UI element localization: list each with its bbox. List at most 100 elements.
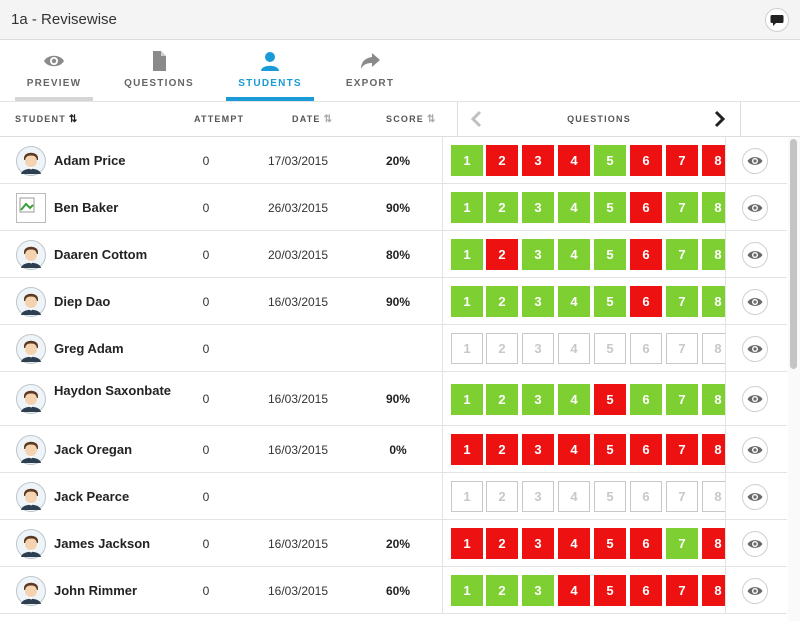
student-name[interactable]: Ben Baker — [54, 200, 119, 215]
question-result-box[interactable]: 1 — [451, 145, 483, 176]
question-result-box[interactable]: 6 — [630, 145, 662, 176]
chevron-right-icon[interactable] — [712, 110, 726, 128]
date-column-header[interactable]: DATE ⇅ — [292, 114, 332, 125]
question-result-box[interactable]: 8 — [702, 239, 725, 270]
question-result-box[interactable]: 1 — [451, 286, 483, 317]
tab-preview[interactable]: PREVIEW — [15, 41, 93, 101]
view-student-button[interactable] — [742, 436, 768, 463]
student-name[interactable]: John Rimmer — [54, 583, 138, 598]
view-student-button[interactable] — [742, 530, 768, 557]
tab-students[interactable]: STUDENTS — [226, 41, 314, 101]
question-result-box[interactable]: 4 — [558, 286, 590, 317]
question-result-box[interactable]: 3 — [522, 528, 554, 559]
student-name[interactable]: Adam Price — [54, 153, 126, 168]
question-result-box[interactable]: 1 — [451, 434, 483, 465]
question-result-box[interactable]: 8 — [702, 333, 725, 364]
question-result-box[interactable]: 4 — [558, 333, 590, 364]
view-student-button[interactable] — [742, 577, 768, 604]
question-result-box[interactable]: 5 — [594, 575, 626, 606]
question-result-box[interactable]: 2 — [486, 481, 518, 512]
question-result-box[interactable]: 5 — [594, 383, 626, 415]
question-result-box[interactable]: 7 — [666, 434, 698, 465]
question-result-box[interactable]: 5 — [594, 528, 626, 559]
question-result-box[interactable]: 2 — [486, 575, 518, 606]
question-result-box[interactable]: 8 — [702, 383, 725, 415]
question-result-box[interactable]: 5 — [594, 481, 626, 512]
question-result-box[interactable]: 2 — [486, 239, 518, 270]
view-student-button[interactable] — [742, 147, 768, 174]
question-result-box[interactable]: 2 — [486, 192, 518, 223]
question-result-box[interactable]: 8 — [702, 286, 725, 317]
question-result-box[interactable]: 5 — [594, 192, 626, 223]
question-result-box[interactable]: 1 — [451, 239, 483, 270]
view-student-button[interactable] — [742, 483, 768, 510]
tab-questions[interactable]: QUESTIONS — [118, 41, 200, 101]
question-result-box[interactable]: 6 — [630, 575, 662, 606]
question-result-box[interactable]: 3 — [522, 481, 554, 512]
question-result-box[interactable]: 7 — [666, 481, 698, 512]
question-result-box[interactable]: 7 — [666, 192, 698, 223]
question-result-box[interactable]: 1 — [451, 575, 483, 606]
question-result-box[interactable]: 4 — [558, 575, 590, 606]
question-result-box[interactable]: 2 — [486, 528, 518, 559]
question-result-box[interactable]: 3 — [522, 383, 554, 415]
chevron-left-icon[interactable] — [470, 110, 484, 128]
chat-button[interactable] — [765, 8, 789, 32]
question-result-box[interactable]: 5 — [594, 434, 626, 465]
question-result-box[interactable]: 8 — [702, 145, 725, 176]
question-result-box[interactable]: 7 — [666, 575, 698, 606]
scrollbar-thumb[interactable] — [790, 139, 797, 369]
question-result-box[interactable]: 4 — [558, 239, 590, 270]
question-result-box[interactable]: 1 — [451, 333, 483, 364]
student-name[interactable]: Jack Oregan — [54, 442, 133, 457]
question-result-box[interactable]: 6 — [630, 481, 662, 512]
question-result-box[interactable]: 5 — [594, 239, 626, 270]
question-result-box[interactable]: 8 — [702, 575, 725, 606]
question-result-box[interactable]: 6 — [630, 239, 662, 270]
question-result-box[interactable]: 2 — [486, 286, 518, 317]
view-student-button[interactable] — [742, 335, 768, 362]
question-result-box[interactable]: 8 — [702, 528, 725, 559]
question-result-box[interactable]: 6 — [630, 286, 662, 317]
question-result-box[interactable]: 4 — [558, 145, 590, 176]
question-result-box[interactable]: 1 — [451, 481, 483, 512]
view-student-button[interactable] — [742, 241, 768, 268]
student-name[interactable]: Daaren Cottom — [54, 247, 148, 262]
question-result-box[interactable]: 7 — [666, 333, 698, 364]
question-result-box[interactable]: 7 — [666, 528, 698, 559]
question-result-box[interactable]: 7 — [666, 239, 698, 270]
score-column-header[interactable]: SCORE ⇅ — [386, 114, 435, 125]
student-name[interactable]: James Jackson — [54, 536, 151, 551]
question-result-box[interactable]: 7 — [666, 145, 698, 176]
student-name[interactable]: Haydon Saxonbate — [54, 383, 172, 398]
student-column-header[interactable]: STUDENT ⇅ — [15, 114, 77, 125]
question-result-box[interactable]: 6 — [630, 528, 662, 559]
question-result-box[interactable]: 2 — [486, 333, 518, 364]
view-student-button[interactable] — [742, 194, 768, 221]
question-result-box[interactable]: 3 — [522, 333, 554, 364]
question-result-box[interactable]: 2 — [486, 434, 518, 465]
question-result-box[interactable]: 1 — [451, 528, 483, 559]
question-result-box[interactable]: 3 — [522, 575, 554, 606]
question-result-box[interactable]: 6 — [630, 192, 662, 223]
question-result-box[interactable]: 2 — [486, 145, 518, 176]
question-result-box[interactable]: 5 — [594, 333, 626, 364]
question-result-box[interactable]: 7 — [666, 286, 698, 317]
question-result-box[interactable]: 5 — [594, 286, 626, 317]
question-result-box[interactable]: 6 — [630, 333, 662, 364]
student-name[interactable]: Diep Dao — [54, 294, 111, 309]
question-result-box[interactable]: 4 — [558, 528, 590, 559]
question-result-box[interactable]: 8 — [702, 192, 725, 223]
question-result-box[interactable]: 1 — [451, 383, 483, 415]
question-result-box[interactable]: 2 — [486, 383, 518, 415]
view-student-button[interactable] — [742, 288, 768, 315]
question-result-box[interactable]: 3 — [522, 192, 554, 223]
scrollbar[interactable] — [788, 137, 800, 621]
question-result-box[interactable]: 3 — [522, 239, 554, 270]
question-result-box[interactable]: 3 — [522, 434, 554, 465]
question-result-box[interactable]: 1 — [451, 192, 483, 223]
student-name[interactable]: Greg Adam — [54, 341, 124, 356]
question-result-box[interactable]: 7 — [666, 383, 698, 415]
question-result-box[interactable]: 6 — [630, 383, 662, 415]
student-name[interactable]: Jack Pearce — [54, 489, 130, 504]
